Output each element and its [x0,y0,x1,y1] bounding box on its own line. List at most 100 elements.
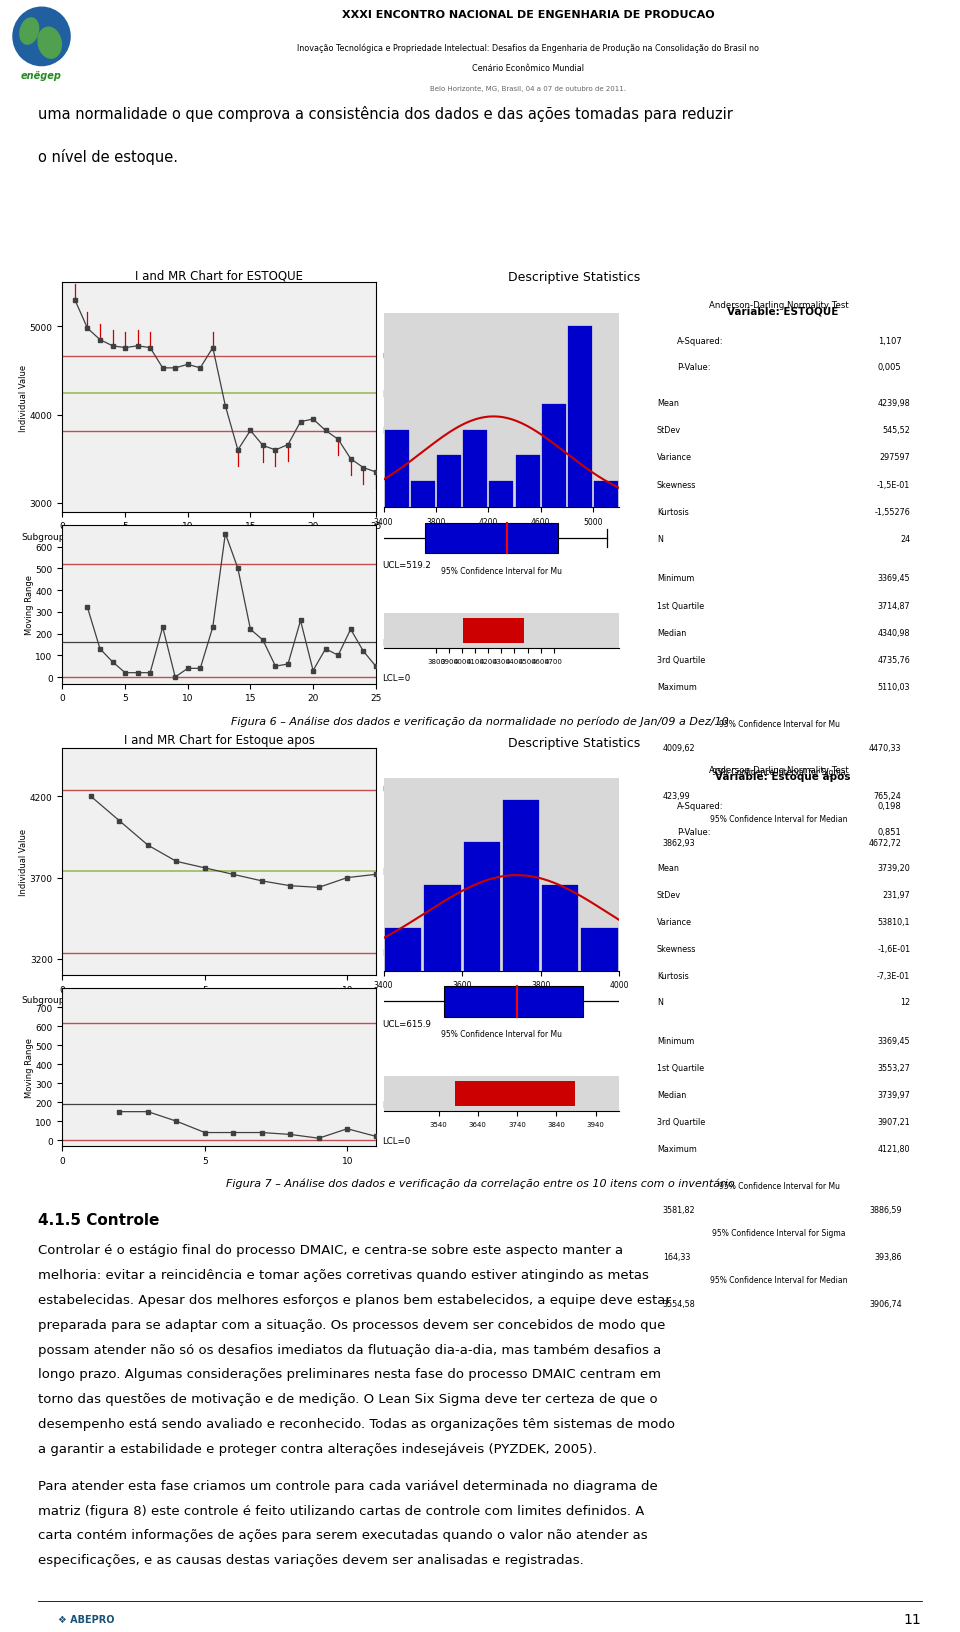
Bar [568,326,592,508]
Text: Median: Median [657,1090,686,1100]
Y-axis label: Moving Range: Moving Range [25,1038,34,1097]
Text: UCL=615.9: UCL=615.9 [382,1018,431,1028]
Text: 765,24: 765,24 [874,792,901,800]
Bar [437,457,461,508]
Text: Median: Median [657,628,686,638]
Ellipse shape [20,20,38,46]
Text: Skewness: Skewness [657,480,696,490]
Text: 4121,80: 4121,80 [877,1144,910,1154]
Text: longo prazo. Algumas considerações preliminares nesta fase do processo DMAIC cen: longo prazo. Algumas considerações preli… [38,1368,661,1381]
Text: especificações, e as causas destas variações devem ser analisadas e registradas.: especificações, e as causas destas varia… [38,1554,584,1567]
Text: 1,107: 1,107 [877,336,901,346]
Text: LCL=0: LCL=0 [382,672,410,682]
Text: UCL=519.2: UCL=519.2 [382,560,431,570]
Title: I and MR Chart for ESTOQUE: I and MR Chart for ESTOQUE [135,269,303,282]
Text: LCL=3817: LCL=3817 [382,428,427,436]
Text: Kurtosis: Kurtosis [657,508,688,517]
Bar [542,886,578,971]
Text: 3739,97: 3739,97 [877,1090,910,1100]
Text: 4672,72: 4672,72 [869,839,901,847]
Text: 1st Quartile: 1st Quartile [657,601,704,610]
Text: StDev: StDev [657,426,681,436]
Text: Variable: Estoque apos: Variable: Estoque apos [715,772,851,782]
Text: ❖ ABEPRO: ❖ ABEPRO [58,1614,114,1624]
Text: Variance: Variance [657,454,692,462]
Text: R=188.5: R=188.5 [382,1100,420,1110]
Text: Anderson-Darling Normality Test: Anderson-Darling Normality Test [709,765,849,775]
Text: 95% Confidence Interval for Median: 95% Confidence Interval for Median [710,814,848,823]
Text: Figura 7 – Análise dos dados e verificação da correlação entre os 10 itens com o: Figura 7 – Análise dos dados e verificaç… [226,1178,734,1188]
Bar [464,842,500,971]
Bar [503,800,540,971]
Text: UCL=4663: UCL=4663 [382,353,428,361]
Text: UCL=4241: UCL=4241 [382,785,428,795]
Text: -7,3E-01: -7,3E-01 [877,971,910,979]
Text: 3739,20: 3739,20 [877,863,910,871]
Text: o nível de estoque.: o nível de estoque. [38,149,179,165]
Text: possam atender não só os desafios imediatos da flutuação dia-a-dia, mas também d: possam atender não só os desafios imedia… [38,1343,661,1356]
Text: XXXI ENCONTRO NACIONAL DE ENGENHARIA DE PRODUCAO: XXXI ENCONTRO NACIONAL DE ENGENHARIA DE … [342,10,714,20]
Text: 0,198: 0,198 [877,801,901,811]
Text: LCL=3238: LCL=3238 [382,948,427,958]
Text: 12: 12 [900,997,910,1007]
Bar [541,405,565,508]
Text: N: N [657,997,662,1007]
Text: 53810,1: 53810,1 [877,917,910,925]
Text: 3714,87: 3714,87 [877,601,910,610]
Text: desempenho está sendo avaliado e reconhecido. Todas as organizações têm sistemas: desempenho está sendo avaliado e reconhe… [38,1417,676,1430]
Text: -1,55276: -1,55276 [875,508,910,517]
Text: Cenário Econômico Mundial: Cenário Econômico Mundial [472,64,584,73]
Text: uma normalidade o que comprova a consistência dos dados e das ações tomadas para: uma normalidade o que comprova a consist… [38,106,733,122]
Bar [424,886,461,971]
Text: estabelecidas. Apesar dos melhores esforços e planos bem estabelecidos, a equipe: estabelecidas. Apesar dos melhores esfor… [38,1293,671,1306]
Text: 545,52: 545,52 [882,426,910,436]
Text: A-Squared:: A-Squared: [677,801,724,811]
Text: Maximum: Maximum [657,682,697,692]
Text: 3886,59: 3886,59 [869,1206,901,1214]
Bar [463,431,488,508]
Text: 3581,82: 3581,82 [662,1206,695,1214]
Text: Maximum: Maximum [657,1144,697,1154]
Text: 3rd Quartile: 3rd Quartile [657,656,706,664]
Text: Figura 6 – Análise dos dados e verificação da normalidade no período de Jan/09 a: Figura 6 – Análise dos dados e verificaç… [231,716,729,726]
Text: 3369,45: 3369,45 [877,574,910,583]
Bar [490,481,514,508]
Text: 95% Confidence Interval for Median: 95% Confidence Interval for Median [710,1275,848,1284]
Text: preparada para se adaptar com a situação. Os processos devem ser concebidos de m: preparada para se adaptar com a situação… [38,1319,666,1330]
Text: StDev: StDev [657,889,681,899]
Text: torno das questões de motivação e de medição. O Lean Six Sigma deve ter certeza : torno das questões de motivação e de med… [38,1392,658,1405]
Ellipse shape [38,28,61,59]
Text: 4.1.5 Controle: 4.1.5 Controle [38,1213,159,1227]
Text: 4009,62: 4009,62 [662,744,695,752]
Text: Minimum: Minimum [657,574,694,583]
Text: 4735,76: 4735,76 [877,656,910,664]
Text: N: N [657,535,662,543]
Text: P-Value:: P-Value: [677,362,710,372]
Text: Minimum: Minimum [657,1036,694,1046]
Title: I and MR Chart for Estoque apos: I and MR Chart for Estoque apos [124,734,315,747]
Text: 4470,33: 4470,33 [869,744,901,752]
Text: 95% Confidence Interval for Mu: 95% Confidence Interval for Mu [719,1182,840,1190]
Text: Controlar é o estágio final do processo DMAIC, e centra-se sobre este aspecto ma: Controlar é o estágio final do processo … [38,1244,624,1257]
Text: 3rd Quartile: 3rd Quartile [657,1118,706,1126]
Text: 423,99: 423,99 [662,792,690,800]
Text: Variable: ESTOQUE: Variable: ESTOQUE [727,307,838,317]
Text: -1,6E-01: -1,6E-01 [877,943,910,953]
Text: Mean=4240: Mean=4240 [382,390,435,398]
Text: 95% Confidence Interval for Mu: 95% Confidence Interval for Mu [441,566,562,576]
Text: LCL=0: LCL=0 [382,1136,410,1146]
Text: 3862,93: 3862,93 [662,839,695,847]
Text: a garantir a estabilidade e proteger contra alterações indesejáveis (PYZDEK, 200: a garantir a estabilidade e proteger con… [38,1443,597,1456]
Text: Mean: Mean [657,398,679,408]
Text: 0,005: 0,005 [878,362,901,372]
Text: 95% Confidence Interval for Sigma: 95% Confidence Interval for Sigma [712,1229,846,1237]
Bar [411,481,435,508]
Text: Skewness: Skewness [657,943,696,953]
Text: 95% Confidence Interval for Mu: 95% Confidence Interval for Mu [441,1030,562,1038]
Ellipse shape [13,8,70,67]
Bar [385,929,421,971]
Text: Inovação Tecnológica e Propriedade Intelectual: Desafios da Engenharia de Produç: Inovação Tecnológica e Propriedade Intel… [297,42,759,52]
Text: 3369,45: 3369,45 [877,1036,910,1046]
Text: 95% Confidence Interval for Sigma: 95% Confidence Interval for Sigma [712,767,846,777]
Text: 0,851: 0,851 [877,827,901,836]
